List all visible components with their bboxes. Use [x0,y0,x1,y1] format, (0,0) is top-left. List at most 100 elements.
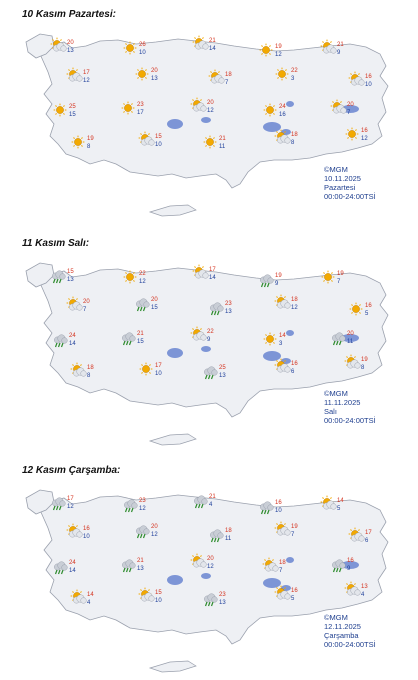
rain-icon [54,561,68,575]
min-temperature: 12 [207,564,214,570]
min-temperature: 11 [347,339,354,345]
max-temperature: 20 [67,40,74,46]
cloud-shape [200,334,207,341]
rain-drop [57,569,61,575]
min-temperature: 14 [209,46,216,52]
sun-ray [269,53,271,55]
max-temperature: 16 [83,526,90,532]
sun-ray [80,591,82,593]
sun-ray [330,497,332,499]
max-temperature: 19 [275,44,282,50]
sun-ray [81,145,83,147]
sunny-icon [139,362,153,376]
rain-drop [139,533,143,539]
sun-shape [352,305,360,313]
caption-hours: 00:00-24:00TSİ [324,192,376,201]
sun-ray [200,99,202,101]
min-temperature: 4 [361,592,365,598]
cloud-shape [200,105,207,112]
lake [263,122,281,132]
sun-ray [350,529,352,531]
max-temperature: 20 [151,524,158,530]
sun-ray [133,280,135,282]
max-temperature: 17 [365,530,372,536]
min-temperature: 7 [225,80,229,86]
min-temperature: 7 [291,532,295,538]
partly-cloudy-icon [192,264,209,279]
cloud-shape [202,272,209,279]
rain-icon [52,270,66,284]
sunny-icon [123,270,137,284]
sun-ray [63,105,65,107]
sun-ray [149,372,151,374]
rain-icon [210,302,224,316]
sun-ray [285,69,287,71]
sun-ray [351,312,353,314]
sun-ray [192,555,194,557]
rain-icon [204,366,218,380]
sun-ray [133,272,135,274]
rain-drop [124,507,128,513]
sun-shape [278,70,286,78]
sun-ray [330,41,332,43]
sun-ray [125,280,127,282]
lake [341,561,359,569]
rain-icon [210,529,224,543]
min-temperature: 12 [291,305,298,311]
sun-ray [358,73,360,75]
sun-ray [322,497,324,499]
min-temperature: 10 [139,50,146,56]
sun-ray [277,69,279,71]
sun-ray [192,99,194,101]
sun-ray [72,591,74,593]
sun-ray [331,280,333,282]
min-temperature: 12 [139,506,146,512]
sun-ray [145,77,147,79]
rain-icon [260,274,274,288]
partly-cloudy-icon [190,553,207,568]
sun-ray [347,137,349,139]
partly-cloudy-icon [344,581,361,596]
min-temperature: 3 [279,341,283,347]
caption-credit: ©MGM [324,389,348,398]
partly-cloudy-icon [70,589,87,604]
min-temperature: 4 [87,600,91,606]
min-temperature: 9 [347,566,351,572]
sun-ray [273,342,275,344]
rain-drop [204,601,208,607]
sun-shape [266,106,274,114]
sun-ray [213,137,215,139]
rain-drop [194,503,198,509]
partly-cloudy-icon [330,99,347,114]
sun-ray [272,559,274,561]
rain-drop [213,310,217,316]
cloud-shape [217,305,224,312]
cloud-shape [358,535,365,542]
min-temperature: 3 [291,76,295,82]
min-temperature: 9 [337,50,341,56]
max-temperature: 23 [219,592,226,598]
sun-ray [148,133,150,135]
cyprus-landmass [148,204,197,217]
sun-ray [60,39,62,41]
sun-ray [346,583,348,585]
sun-ray [351,304,353,306]
min-temperature: 11 [219,144,226,150]
cloud-shape [129,335,136,342]
sun-ray [76,525,78,527]
sun-shape [348,130,356,138]
partly-cloudy-icon [66,67,83,82]
min-temperature: 8 [361,365,365,371]
min-temperature: 4 [209,502,213,508]
min-temperature: 12 [67,504,74,510]
sun-shape [56,106,64,114]
rain-drop [207,374,211,380]
rain-icon [124,499,138,513]
caption-hours: 00:00-24:00TSİ [324,640,376,649]
sunny-icon [321,270,335,284]
max-temperature: 14 [87,592,94,598]
min-temperature: 14 [69,341,76,347]
max-temperature: 19 [337,271,344,277]
rain-icon [260,501,274,515]
max-temperature: 18 [225,528,232,534]
